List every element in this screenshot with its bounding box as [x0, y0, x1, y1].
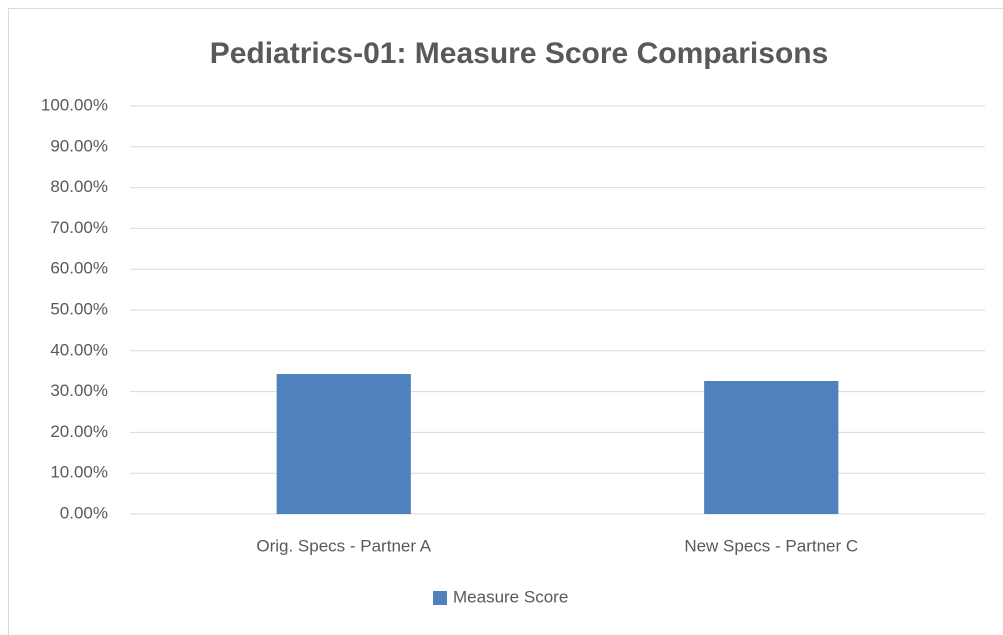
y-tick-label: 20.00% [50, 422, 108, 441]
y-tick-label: 90.00% [50, 136, 108, 155]
y-tick-label: 10.00% [50, 463, 108, 482]
chart-border [8, 8, 1003, 635]
legend-swatch [433, 591, 447, 605]
legend-label: Measure Score [453, 587, 568, 606]
y-tick-label: 30.00% [50, 381, 108, 400]
y-tick-label: 50.00% [50, 299, 108, 318]
y-tick-label: 70.00% [50, 218, 108, 237]
y-tick-label: 60.00% [50, 259, 108, 278]
y-tick-label: 0.00% [60, 503, 108, 522]
bar [704, 380, 839, 514]
bar [276, 374, 411, 514]
chart-title: Pediatrics-01: Measure Score Comparisons [210, 37, 829, 70]
y-tick-label: 100.00% [41, 95, 108, 114]
y-tick-label: 40.00% [50, 340, 108, 359]
y-tick-label: 80.00% [50, 177, 108, 196]
x-tick-label: New Specs - Partner C [684, 536, 858, 555]
x-tick-label: Orig. Specs - Partner A [256, 536, 431, 555]
